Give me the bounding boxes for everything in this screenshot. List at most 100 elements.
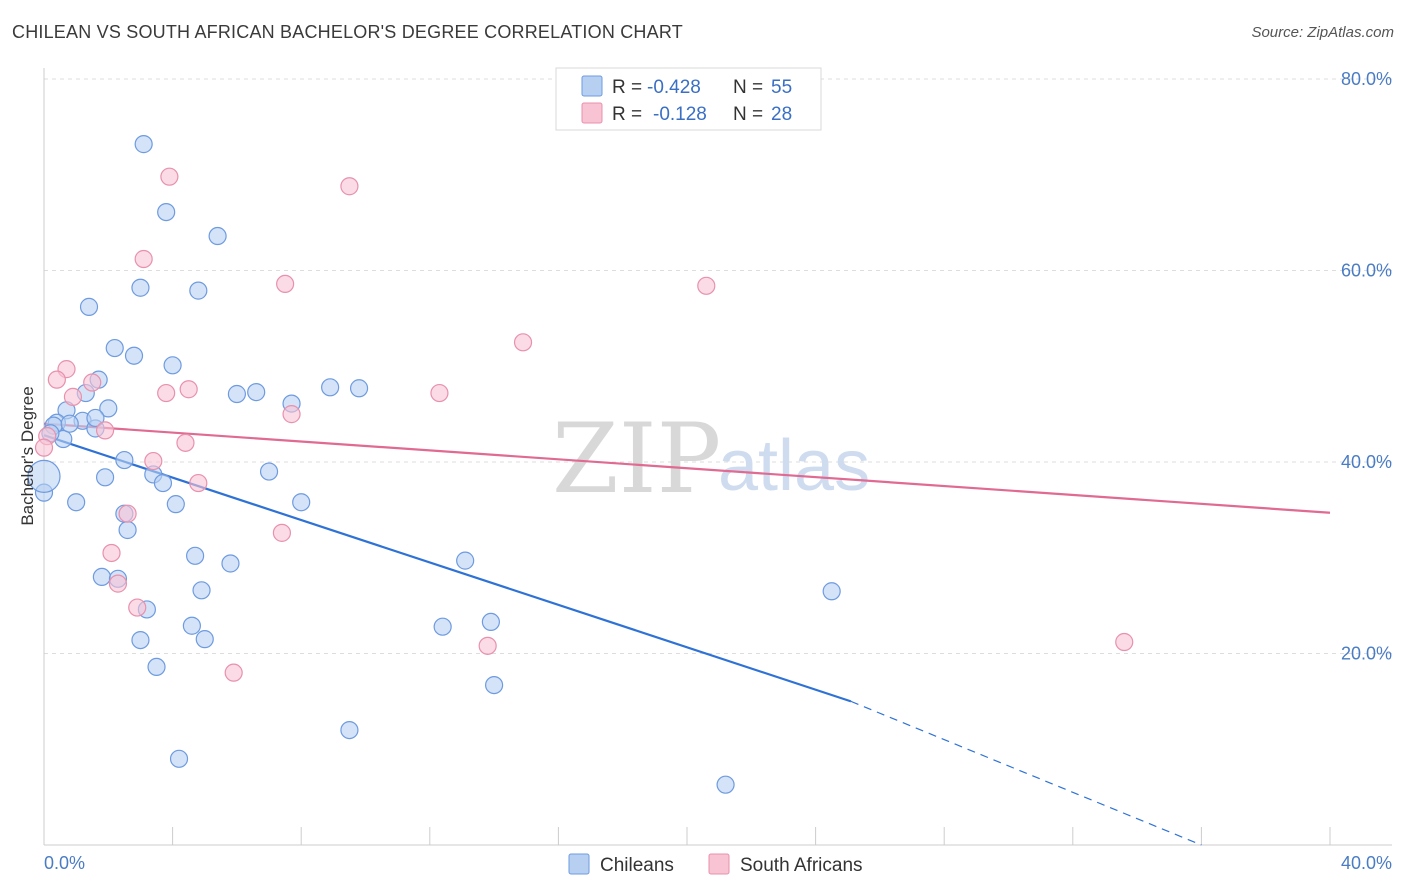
south-african-point — [224, 663, 243, 682]
south-african-point — [128, 598, 147, 617]
chilean-point — [259, 462, 279, 481]
south-african-point — [276, 274, 295, 294]
chilean-point — [716, 775, 735, 794]
south-african-point — [697, 276, 716, 295]
south-african-point — [95, 421, 115, 440]
south-african-point — [157, 383, 176, 403]
chileans-trend-extension — [850, 700, 1202, 846]
data-points — [27, 135, 1134, 794]
x-tick-label-min: 0.0% — [44, 853, 85, 873]
chilean-point — [456, 551, 475, 570]
legend-n-value-south-africans: 28 — [771, 104, 792, 125]
chilean-point — [157, 202, 176, 222]
south-african-point — [513, 333, 533, 352]
y-tick-labels: 20.0% 40.0% 60.0% 80.0% — [1341, 69, 1392, 664]
chilean-point — [192, 581, 211, 600]
y-axis-title: Bachelor's Degree — [18, 386, 37, 525]
chilean-point — [131, 278, 150, 297]
source-credit: Source: ZipAtlas.com — [1251, 24, 1394, 41]
south-african-point — [102, 543, 121, 563]
legend-r-value-south-africans: -0.128 — [653, 104, 707, 125]
chilean-point — [247, 383, 266, 402]
south-african-point — [340, 177, 359, 196]
watermark-atlas: atlas — [718, 426, 870, 506]
south-african-point — [34, 438, 54, 457]
south-african-point — [144, 451, 163, 471]
south-african-point — [83, 373, 102, 392]
series-legend-swatch-chileans — [568, 853, 590, 875]
chilean-point — [195, 630, 214, 649]
stats-legend: R = -0.428 N = 55 R = -0.128 N = 28 — [555, 67, 822, 131]
south-african-point — [176, 433, 195, 452]
legend-r-label-2: R = — [612, 104, 642, 125]
watermark-zip: ZIP — [552, 403, 721, 515]
chilean-point — [349, 379, 369, 398]
chilean-point — [169, 749, 189, 768]
series-legend-label-chileans: Chileans — [600, 855, 674, 876]
chilean-point — [433, 617, 452, 636]
chilean-point-large — [27, 459, 61, 493]
y-tick-label: 80.0% — [1341, 69, 1392, 89]
grid-layer — [44, 78, 1392, 654]
south-african-point — [108, 574, 128, 593]
x-ticks — [172, 827, 1331, 845]
chilean-point — [118, 520, 137, 540]
chilean-point — [221, 554, 240, 573]
chilean-point — [292, 493, 311, 512]
legend-swatch-south-africans — [581, 102, 603, 124]
chilean-point — [99, 399, 118, 418]
y-tick-label: 40.0% — [1341, 452, 1392, 472]
legend-r-value-chileans: -0.428 — [647, 77, 701, 98]
chilean-point — [189, 281, 208, 300]
south-african-point — [272, 523, 292, 542]
south-african-point — [179, 380, 198, 399]
legend-swatch-chileans — [581, 75, 603, 97]
chilean-point — [182, 616, 201, 635]
series-legend-label-south-africans: South Africans — [740, 855, 863, 876]
south-african-point — [47, 370, 66, 389]
chilean-point — [134, 135, 153, 154]
legend-n-label-2: N = — [733, 104, 763, 125]
chilean-point — [481, 612, 500, 632]
series-legend-swatch-south-africans — [708, 853, 730, 875]
chilean-point — [124, 346, 144, 365]
chilean-point — [166, 495, 185, 514]
chilean-point — [92, 567, 111, 587]
y-tick-label: 60.0% — [1341, 261, 1392, 281]
chilean-point — [131, 630, 150, 650]
chart-title: CHILEAN VS SOUTH AFRICAN BACHELOR'S DEGR… — [12, 22, 683, 42]
south-african-point — [1115, 632, 1134, 652]
south-african-point — [430, 383, 449, 403]
legend-n-value-chileans: 55 — [771, 77, 792, 98]
chilean-point — [95, 468, 115, 487]
chilean-point — [60, 414, 79, 433]
south-african-point — [134, 249, 153, 269]
chilean-point — [186, 546, 205, 565]
south-african-point — [282, 405, 301, 424]
chilean-point — [105, 338, 124, 358]
chilean-point — [227, 384, 246, 404]
south-african-point — [189, 473, 208, 493]
chilean-point — [822, 582, 841, 601]
chilean-point — [86, 408, 105, 428]
chilean-point — [485, 675, 504, 695]
south-african-point — [478, 636, 497, 655]
chilean-point — [67, 493, 86, 512]
chilean-point — [115, 450, 134, 470]
chilean-point — [321, 378, 340, 397]
chilean-point — [340, 720, 359, 740]
chilean-point — [153, 473, 173, 493]
south-african-point — [63, 387, 83, 406]
legend-r-label-1: R = — [612, 77, 642, 98]
trend-lines — [43, 422, 1331, 846]
watermark: ZIP atlas — [552, 403, 870, 515]
chilean-point — [79, 297, 99, 316]
x-tick-label-max: 40.0% — [1341, 853, 1392, 873]
chilean-point — [147, 657, 166, 677]
chileans-trend-line — [43, 434, 852, 703]
chilean-point — [163, 356, 182, 375]
south-africans-trend-line — [43, 422, 1331, 514]
south-african-point — [160, 167, 179, 186]
y-tick-label: 20.0% — [1341, 644, 1392, 664]
